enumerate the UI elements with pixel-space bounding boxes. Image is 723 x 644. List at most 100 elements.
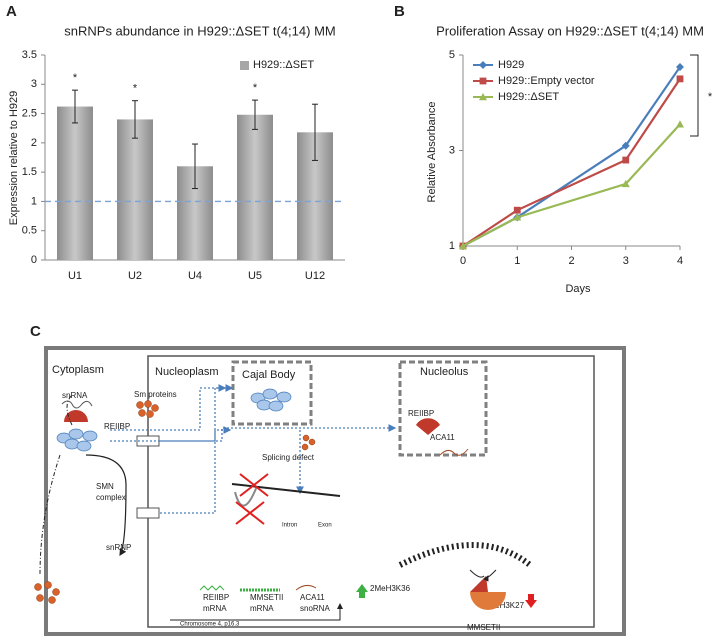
legend-swatch — [240, 61, 249, 70]
transport-arrows — [110, 384, 397, 514]
panel-b: B Proliferation Assay on H929::ΔSET t(4;… — [394, 3, 713, 295]
bar — [117, 119, 153, 260]
reiibp-shape — [64, 410, 88, 422]
label: Splicing defect — [262, 453, 315, 462]
significance: * — [253, 82, 258, 94]
chart-title: snRNPs abundance in H929::ΔSET t(4;14) M… — [64, 23, 335, 38]
legend-label: H929::ΔSET — [253, 59, 314, 71]
y-tick-label: 1 — [449, 240, 455, 252]
aca11-shape — [439, 448, 469, 456]
cell-border — [44, 346, 626, 636]
y-tick-label: 3.5 — [22, 49, 37, 61]
x-tick-label: 4 — [677, 255, 683, 267]
y-tick-label: 1 — [31, 195, 37, 207]
label: Cytoplasm — [52, 364, 104, 376]
significance: * — [73, 72, 78, 84]
label: MMSETII — [250, 593, 283, 602]
x-tick-label: U5 — [248, 270, 262, 282]
label: snRNA — [62, 391, 88, 400]
label: complex — [96, 493, 126, 502]
label: REIIBP — [203, 593, 229, 602]
nucleus-border — [147, 355, 595, 628]
y-tick-label: 1.5 — [22, 166, 37, 178]
label: snoRNA — [300, 604, 330, 613]
point — [513, 213, 522, 221]
line — [462, 78, 681, 247]
x-tick-label: 3 — [623, 255, 629, 267]
legend-marker — [479, 93, 487, 101]
legend-label: H929::ΔSET — [498, 91, 559, 103]
label: MMSETII — [467, 623, 500, 632]
panel-a: A snRNPs abundance in H929::ΔSET t(4;14)… — [6, 3, 345, 282]
annotation: * — [708, 91, 713, 103]
sm-proteins — [34, 400, 316, 604]
intron-shape — [234, 485, 258, 507]
label: mRNA — [250, 604, 274, 613]
y-axis-label: Relative Absorbance — [426, 102, 438, 203]
line — [462, 123, 681, 247]
arrow — [66, 394, 73, 426]
x-tick-label: U4 — [188, 270, 202, 282]
chromosome-line — [170, 603, 343, 621]
line — [462, 66, 681, 247]
label: snRNP — [106, 543, 131, 552]
label: Nucleoplasm — [155, 366, 219, 378]
point — [621, 141, 630, 150]
legend-marker — [479, 77, 487, 85]
point — [622, 156, 630, 164]
x-axis-label: Days — [565, 283, 591, 295]
legend-marker — [479, 61, 487, 69]
arrow — [39, 454, 61, 576]
snrna-shape — [61, 400, 93, 409]
mmsetii-shape — [470, 576, 488, 592]
y-tick-label: 2.5 — [22, 107, 37, 119]
y-tick-label: 2 — [31, 137, 37, 149]
bracket — [690, 54, 699, 137]
y-tick-label: 3 — [449, 144, 455, 156]
panel-label: C — [30, 323, 41, 340]
legend-label: H929::Empty vector — [498, 75, 595, 87]
snrnp-cluster — [56, 388, 292, 452]
mrna — [199, 585, 225, 591]
point — [676, 75, 684, 83]
point — [676, 120, 684, 128]
label: ACA11 — [300, 593, 325, 602]
bar — [237, 114, 273, 260]
point — [621, 179, 630, 188]
x-tick-label: 2 — [568, 255, 574, 267]
y-tick-label: 5 — [449, 49, 455, 61]
bar — [57, 106, 93, 261]
label: REIIBP — [408, 409, 434, 418]
label: 2MeH3K36 — [370, 584, 411, 593]
panel-c: C Cytoplasm snRNA Sm proteins REIIBP SMN… — [30, 323, 626, 636]
label: Cajal Body — [242, 369, 296, 381]
x-tick-label: U2 — [128, 270, 142, 282]
label: Intron — [282, 523, 297, 529]
exon-shape — [231, 483, 341, 497]
x-tick-label: U12 — [305, 270, 325, 282]
chart-title: Proliferation Assay on H929::ΔSET t(4;14… — [436, 23, 704, 38]
illustrations — [34, 384, 537, 621]
label: SMN — [96, 482, 114, 491]
mmsetii-shape — [470, 592, 506, 610]
label: mRNA — [203, 604, 227, 613]
point — [459, 242, 467, 250]
up-arrow — [356, 584, 368, 598]
point — [676, 62, 684, 71]
label: Exon — [318, 523, 332, 529]
point — [513, 206, 521, 214]
label: Chromosome 4, p16.3 — [180, 622, 240, 628]
chromatin — [398, 542, 532, 568]
label: REIIBP — [104, 422, 130, 431]
panel-label: A — [6, 3, 17, 20]
nuclear-pore — [136, 507, 160, 519]
label: Nucleolus — [420, 366, 469, 378]
legend-label: H929 — [498, 59, 524, 71]
panel-label: B — [394, 3, 405, 20]
y-axis-label: Expression relative to H929 — [8, 91, 20, 226]
x-tick-label: 0 — [460, 255, 466, 267]
significance: * — [133, 83, 138, 95]
nucleolus-box — [398, 360, 488, 457]
reiibp-shape — [416, 418, 440, 435]
